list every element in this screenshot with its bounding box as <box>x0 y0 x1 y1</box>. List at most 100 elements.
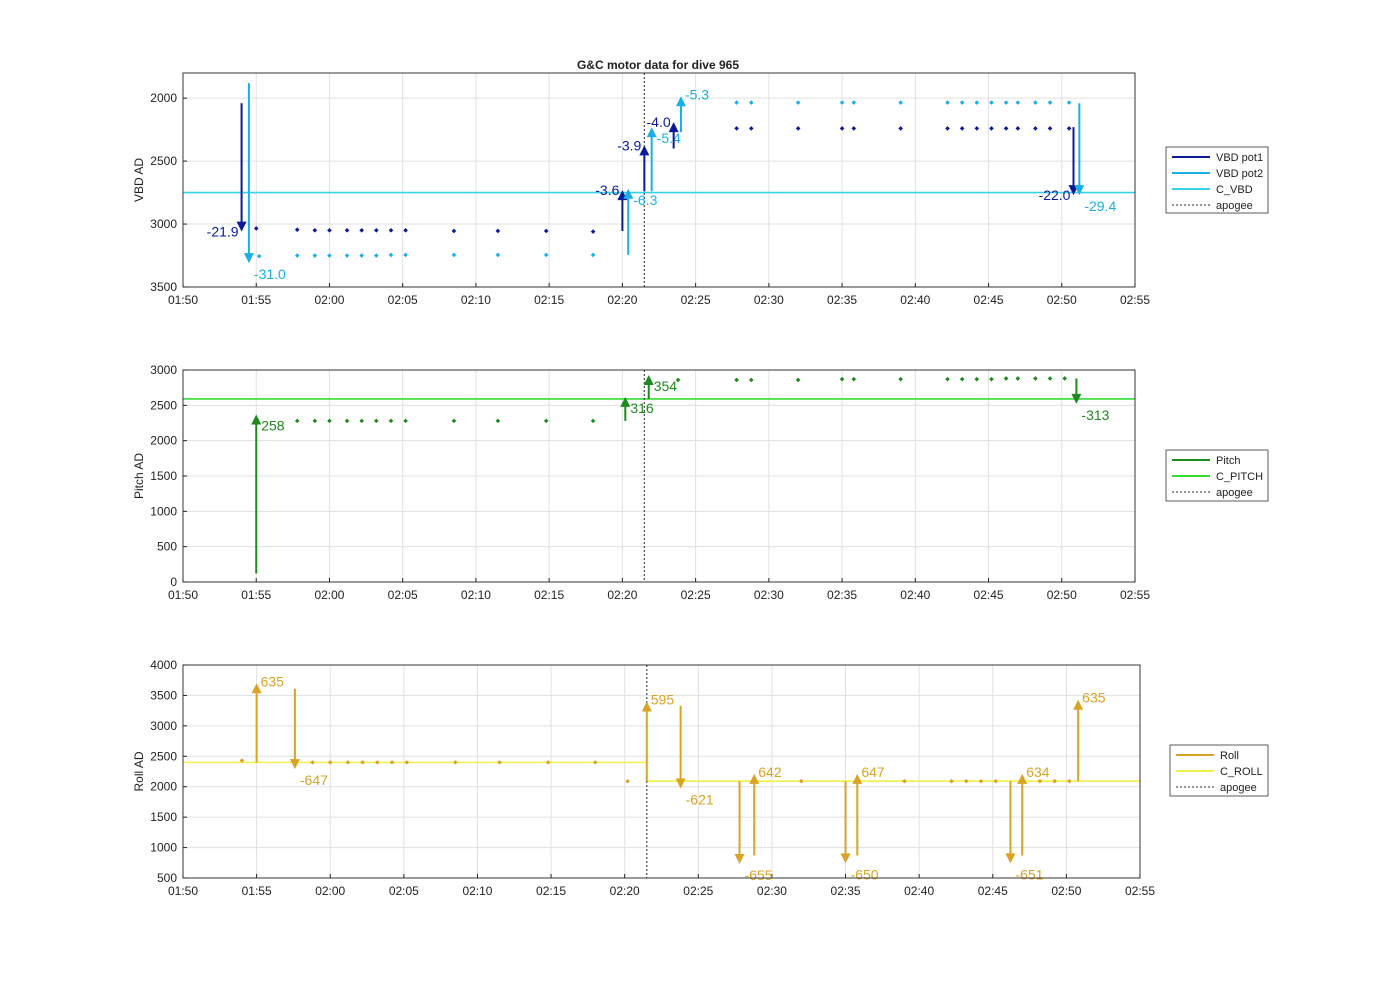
data-point <box>1047 376 1053 381</box>
change-arrow-head <box>620 396 631 407</box>
data-point <box>734 100 739 105</box>
change-arrow-head <box>623 188 634 199</box>
data-point <box>839 100 845 105</box>
data-point <box>451 228 457 234</box>
data-point <box>1003 126 1009 131</box>
x-tick-label: 02:10 <box>461 588 491 602</box>
change-label: -313 <box>1081 407 1109 423</box>
y-tick-label: 4000 <box>150 658 177 672</box>
x-tick-label: 02:50 <box>1047 588 1077 602</box>
x-tick-label: 02:45 <box>978 884 1008 898</box>
change-arrow-head <box>734 854 745 865</box>
y-tick-label: 3000 <box>150 363 177 377</box>
data-point <box>359 228 364 233</box>
data-point <box>898 376 903 382</box>
data-point <box>974 126 980 131</box>
panel-1: 01:50 01:55 02:00 02:05 02:10 02:15 02:20 02:25… <box>132 72 1269 307</box>
data-point <box>989 126 994 131</box>
data-point <box>1015 100 1021 105</box>
data-point <box>239 758 245 763</box>
x-tick-label: 02:20 <box>610 884 640 898</box>
y-tick-label: 3500 <box>150 688 177 702</box>
x-tick-label: 01:55 <box>241 293 271 307</box>
panel-3: 01:50 01:55 02:00 02:05 02:10 02:15 02:20 02:25… <box>132 658 1269 898</box>
x-tick-label: 01:55 <box>241 588 271 602</box>
change-label: -4.0 <box>647 114 671 130</box>
data-point <box>344 253 350 258</box>
data-point <box>495 252 501 258</box>
change-arrow-head <box>1005 853 1016 864</box>
y-tick-label: 500 <box>157 540 177 554</box>
data-point <box>748 100 754 105</box>
data-point <box>359 418 364 424</box>
data-point <box>388 418 394 424</box>
legend-label: apogee <box>1216 200 1253 212</box>
data-point <box>1052 778 1057 784</box>
data-point <box>675 377 681 383</box>
data-point <box>403 252 408 258</box>
change-label: -650 <box>851 866 879 882</box>
y-tick-label: 1500 <box>150 810 177 824</box>
data-point <box>959 100 965 105</box>
data-point <box>403 418 408 424</box>
change-label: -21.9 <box>207 224 239 240</box>
data-point <box>851 100 857 105</box>
data-point <box>253 226 259 231</box>
data-point <box>312 418 318 424</box>
x-tick-label: 02:15 <box>536 884 566 898</box>
data-point <box>1033 126 1038 131</box>
data-point <box>592 760 598 765</box>
data-point <box>993 778 999 784</box>
x-tick-label: 02:10 <box>462 884 492 898</box>
data-point <box>978 778 984 784</box>
x-tick-label: 02:25 <box>681 293 711 307</box>
change-label: 354 <box>654 378 678 394</box>
data-point <box>963 778 969 784</box>
change-label: -621 <box>686 792 714 808</box>
plot-area <box>183 73 1135 287</box>
change-label: 647 <box>861 764 885 780</box>
change-arrow-head <box>675 778 686 789</box>
data-point <box>945 376 950 382</box>
data-point <box>1003 100 1009 105</box>
change-label: -651 <box>1015 866 1043 882</box>
x-tick-label: 02:35 <box>827 588 857 602</box>
x-tick-label: 02:30 <box>754 588 784 602</box>
data-point <box>403 228 408 233</box>
data-point <box>388 228 394 233</box>
data-point <box>451 252 457 258</box>
data-point <box>1066 126 1072 131</box>
change-arrow-head <box>852 773 863 784</box>
change-label: 642 <box>758 764 782 780</box>
data-point <box>543 252 549 258</box>
y-tick-label: 2000 <box>150 434 177 448</box>
figure-title: G&C motor data for dive 965 <box>577 58 739 72</box>
data-point <box>451 418 457 424</box>
data-point <box>949 778 954 784</box>
plot-frame <box>182 369 1136 583</box>
data-point <box>294 418 300 424</box>
data-point <box>375 760 380 765</box>
data-point <box>344 228 350 233</box>
x-tick-label: 02:30 <box>754 293 784 307</box>
data-point <box>374 418 379 424</box>
change-arrow-head <box>1073 699 1084 710</box>
plot-frame <box>182 72 1136 288</box>
data-point <box>1047 100 1053 105</box>
data-point <box>590 418 596 424</box>
legend-label: C_ROLL <box>1220 766 1263 778</box>
y-axis-label: VBD AD <box>132 158 146 202</box>
data-point <box>344 418 350 424</box>
data-point <box>327 253 332 258</box>
data-point <box>959 126 965 131</box>
x-tick-label: 02:15 <box>534 588 564 602</box>
change-label: -5.3 <box>685 86 709 102</box>
x-tick-label: 02:35 <box>827 293 857 307</box>
change-arrow-head <box>1074 185 1085 196</box>
y-tick-label: 3500 <box>150 280 177 294</box>
x-tick-label: 02:40 <box>904 884 934 898</box>
y-tick-label: 500 <box>157 871 177 885</box>
data-point <box>1033 376 1038 381</box>
legend-label: Pitch <box>1216 455 1240 467</box>
